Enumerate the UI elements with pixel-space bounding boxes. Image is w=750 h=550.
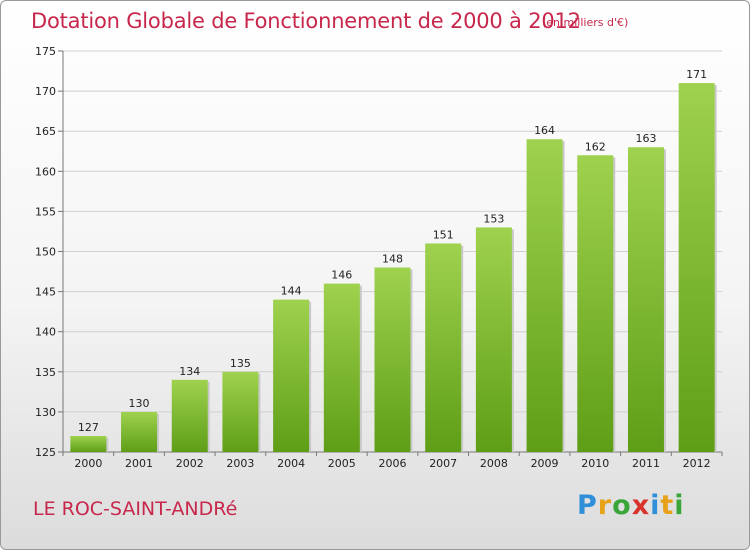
value-label: 163 [635, 132, 656, 145]
y-tick-label: 160 [35, 165, 56, 178]
logo-letter: P [577, 490, 598, 521]
x-tick-label: 2002 [176, 457, 204, 470]
y-tick-label: 150 [35, 246, 56, 259]
y-tick-label: 155 [35, 205, 56, 218]
chart-title: Dotation Globale de Fonctionnement de 20… [31, 9, 581, 33]
y-tick-label: 175 [35, 45, 56, 58]
proxiti-logo: Proxiti [577, 490, 685, 521]
bar-2012 [678, 83, 715, 452]
x-tick-label: 2006 [379, 457, 407, 470]
logo-letter: o [612, 490, 632, 521]
value-label: 164 [534, 124, 555, 137]
value-label: 135 [230, 357, 251, 370]
y-tick-label: 145 [35, 286, 56, 299]
bar-2011 [627, 147, 664, 453]
bar-2003 [222, 371, 259, 452]
bar-2004 [273, 299, 310, 452]
value-label: 151 [433, 228, 454, 241]
value-label: 134 [179, 365, 200, 378]
x-tick-label: 2000 [74, 457, 102, 470]
bar-2002 [171, 379, 208, 452]
y-tick-label: 170 [35, 85, 56, 98]
y-tick-label: 135 [35, 366, 56, 379]
bar-2009 [526, 139, 563, 452]
bar-2001 [121, 411, 158, 452]
bar-2008 [475, 227, 512, 452]
labels: 125 130 135 140 145 150 155 160 165 170 175 127 2000… [35, 45, 711, 470]
bars [70, 83, 717, 453]
value-label: 171 [686, 68, 707, 81]
logo-letter: r [597, 490, 613, 521]
value-label: 144 [281, 285, 302, 298]
y-tick-label: 140 [35, 326, 56, 339]
logo-letter: t [660, 490, 675, 521]
logo-letter: i [674, 490, 685, 521]
x-tick-label: 2008 [480, 457, 508, 470]
x-tick-label: 2011 [632, 457, 660, 470]
x-tick-label: 2010 [581, 457, 609, 470]
value-label: 130 [129, 397, 150, 410]
logo-letter: i [650, 490, 661, 521]
value-label: 146 [331, 269, 352, 282]
x-tick-label: 2012 [683, 457, 711, 470]
x-tick-label: 2004 [277, 457, 305, 470]
value-label: 148 [382, 253, 403, 266]
value-label: 127 [78, 421, 99, 434]
logo-letter: x [631, 490, 651, 521]
x-tick-label: 2001 [125, 457, 153, 470]
bar-2010 [577, 155, 614, 452]
x-tick-label: 2005 [328, 457, 356, 470]
value-label: 162 [585, 140, 606, 153]
x-tick-label: 2009 [531, 457, 559, 470]
y-tick-label: 165 [35, 125, 56, 138]
y-tick-label: 125 [35, 446, 56, 459]
value-label: 153 [483, 212, 504, 225]
commune-name: LE ROC-SAINT-ANDRé [33, 498, 238, 520]
bar-2000 [70, 435, 107, 452]
bar-2007 [425, 243, 462, 452]
bar-2005 [323, 283, 360, 452]
y-tick-label: 130 [35, 406, 56, 419]
chart-unit-label: (en milliers d'€) [542, 16, 629, 29]
bar-2006 [374, 267, 411, 452]
x-tick-label: 2007 [429, 457, 457, 470]
x-tick-label: 2003 [226, 457, 254, 470]
